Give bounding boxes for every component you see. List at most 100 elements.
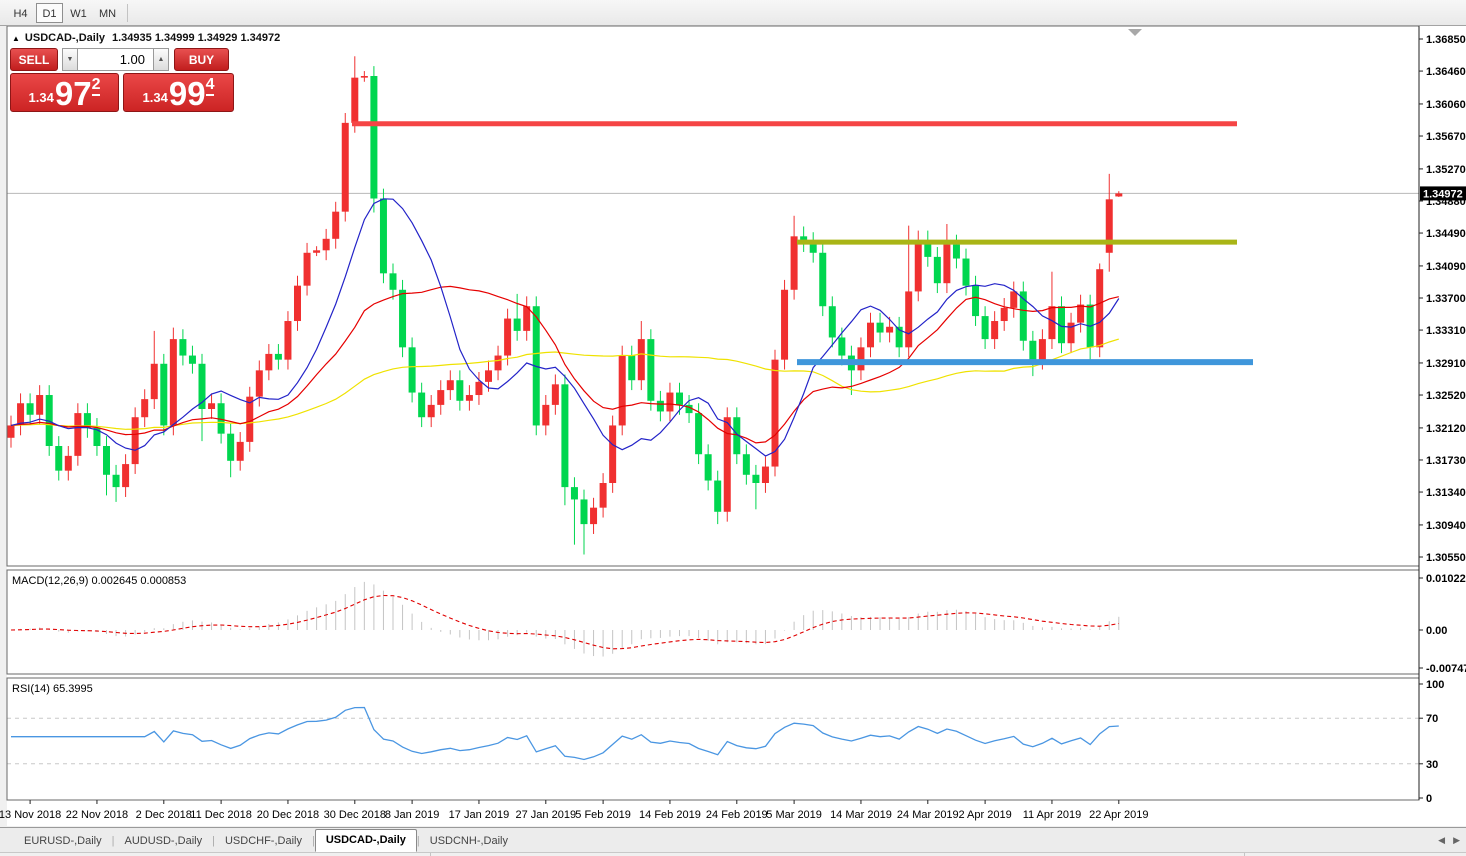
time-tick-label: 8 Jan 2019: [385, 809, 439, 821]
price-tick-label: 1.35670: [1426, 131, 1466, 143]
volume-decrease-button[interactable]: ▼: [62, 48, 78, 71]
tab-scroll-arrows: ◀ ▶: [1438, 835, 1460, 846]
candle-body: [695, 413, 703, 455]
time-tick-label: 2 Apr 2019: [958, 809, 1011, 821]
tab-scroll-left-icon[interactable]: ◀: [1438, 834, 1446, 845]
time-tick-label: 5 Mar 2019: [766, 809, 822, 821]
bid-price-pip-digit: 2: [91, 76, 101, 96]
indicator-labels: MACD(12,26,9) 0.002645 0.000853 RSI(14) 6…: [12, 575, 186, 695]
candle-body: [103, 445, 110, 475]
candle-body: [456, 380, 464, 401]
price-tick-label: 1.33310: [1426, 325, 1466, 337]
chart-shift-marker-icon[interactable]: [1128, 29, 1142, 36]
volume-increase-button[interactable]: ▲: [153, 48, 169, 71]
rsi-label: RSI(14) 65.3995: [12, 683, 93, 695]
timeframe-button-w1[interactable]: W1: [70, 7, 87, 20]
chart-symbol-label: USDCAD-,Daily: [24, 32, 105, 44]
rsi-pane: [7, 706, 1419, 765]
candle-body: [542, 404, 550, 426]
candle-body: [64, 455, 72, 471]
candle-body: [122, 464, 130, 488]
timeframe-button-d1[interactable]: D1: [36, 2, 63, 23]
rsi-tick-label: 70: [1426, 713, 1438, 725]
macd-tick-label: 0.00: [1426, 625, 1447, 637]
candle-body: [17, 403, 25, 426]
candle-body: [408, 347, 416, 393]
candle-body: [236, 441, 244, 461]
timeframe-button-mn[interactable]: MN: [98, 7, 117, 20]
candle-body: [1048, 306, 1056, 340]
time-tick-label: 22 Apr 2019: [1089, 809, 1148, 821]
candle-body: [379, 198, 387, 274]
rsi-tick-label: 0: [1426, 793, 1432, 805]
candle-body: [389, 273, 397, 290]
candle-body: [179, 339, 187, 356]
symbol-tab-usdchf[interactable]: USDCHF-,Daily: [224, 835, 302, 847]
macd-label: MACD(12,26,9) 0.002645 0.000853: [12, 575, 186, 587]
sell-button[interactable]: SELL: [10, 48, 58, 71]
candle-body: [475, 381, 483, 396]
volume-input[interactable]: [78, 48, 153, 71]
symbol-tab-audusd[interactable]: AUDUSD-,Daily: [124, 835, 203, 847]
price-tick-label: 1.33700: [1426, 293, 1466, 305]
price-axis[interactable]: 1.368501.364601.360601.356701.352701.348…: [1419, 34, 1466, 805]
toolbar-separator: [127, 3, 128, 22]
candle-body: [523, 306, 531, 331]
candle-body: [427, 404, 435, 418]
one-click-trading-panel: SELL ▼ ▲ BUY 1.34 97 2 1.34 99 4: [10, 48, 234, 112]
bid-price-big-digits: 97: [54, 75, 92, 112]
macd-signal-line: [10, 594, 1119, 650]
candle-body: [723, 417, 731, 512]
tab-separator: |: [311, 835, 315, 847]
status-separator: [1244, 853, 1245, 856]
time-tick-label: 14 Feb 2019: [639, 809, 701, 821]
chart-ohlc-values: 1.34935 1.34999 1.34929 1.34972: [112, 32, 281, 44]
candle-body: [160, 363, 168, 426]
tab-scroll-right-icon[interactable]: ▶: [1453, 834, 1460, 845]
candle-body: [208, 403, 216, 409]
candle-body: [914, 240, 922, 292]
candle-body: [981, 316, 989, 340]
candle-body: [809, 242, 817, 253]
bid-price-button[interactable]: 1.34 97 2: [10, 73, 119, 112]
candle-body: [370, 75, 378, 199]
chart-header: ▲ USDCAD-,Daily 1.34935 1.34999 1.34929 1.…: [12, 32, 280, 44]
timeframe-button-h4[interactable]: H4: [13, 7, 28, 20]
moving-average-mid: [10, 285, 1119, 444]
ask-price-pip-digit: 4: [205, 76, 215, 96]
candle-body: [504, 318, 512, 356]
candle-body: [227, 433, 235, 461]
candle-body: [198, 363, 206, 409]
time-tick-label: 11 Dec 2018: [190, 809, 252, 821]
candle-body: [494, 355, 502, 371]
buy-button[interactable]: BUY: [174, 48, 229, 71]
candle-body: [1029, 340, 1037, 360]
ask-price-button[interactable]: 1.34 99 4: [123, 73, 234, 112]
tab-separator: |: [212, 835, 215, 847]
tab-separator: |: [416, 835, 420, 847]
price-tick-label: 1.31340: [1426, 487, 1466, 499]
price-tick-label: 1.31730: [1426, 455, 1466, 467]
candle-body: [1038, 339, 1046, 360]
symbol-tab-usdcad[interactable]: USDCAD-,Daily: [314, 829, 417, 852]
time-tick-label: 22 Nov 2018: [66, 809, 128, 821]
ask-price-prefix: 1.34: [142, 90, 168, 105]
symbol-tab-eurusd[interactable]: EURUSD-,Daily: [24, 835, 102, 847]
candles-layer: [7, 56, 1123, 555]
collapse-panel-icon[interactable]: ▲: [12, 34, 20, 43]
candle-body: [551, 384, 559, 405]
symbol-tab-usdcnh[interactable]: USDCNH-,Daily: [429, 835, 508, 847]
candle-body: [274, 353, 282, 360]
candle-body: [150, 363, 158, 400]
candle-body: [666, 392, 674, 412]
time-tick-label: 11 Apr 2019: [1023, 809, 1082, 821]
candle-body: [761, 466, 769, 483]
candle-body: [313, 250, 321, 253]
candle-body: [819, 252, 827, 307]
rsi-tick-label: 100: [1426, 679, 1444, 691]
ask-price-big-digits: 99: [168, 75, 206, 112]
price-tick-label: 1.30550: [1426, 552, 1466, 564]
candle-body: [599, 482, 607, 508]
